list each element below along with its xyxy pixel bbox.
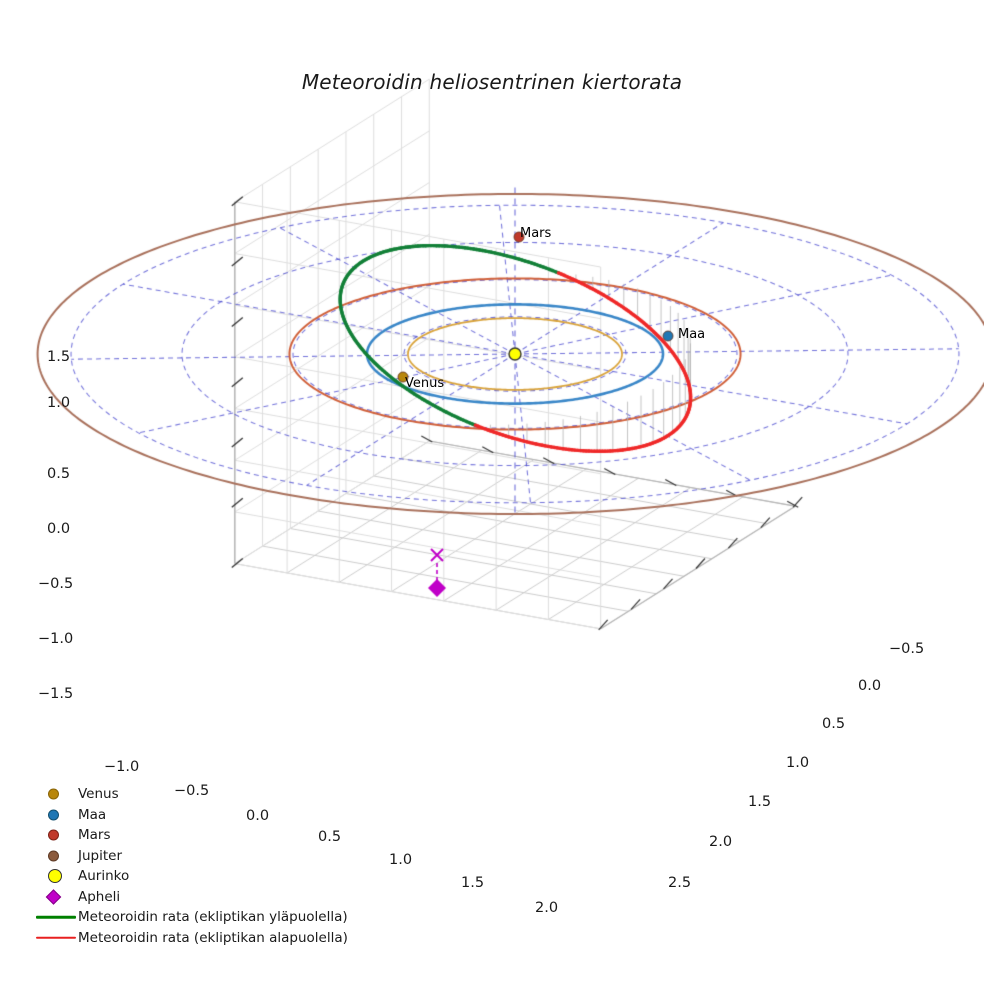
legend-line-swatch xyxy=(36,936,76,940)
z-tick-5: −1.0 xyxy=(38,631,74,647)
legend-marker-key xyxy=(34,846,78,866)
circle-marker-icon xyxy=(48,869,62,884)
legend-item[interactable]: Meteoroidin rata (ekliptikan yläpuolella… xyxy=(34,907,354,928)
body-label-venus: Venus xyxy=(405,376,445,391)
y-tick-2: 0.5 xyxy=(822,716,846,732)
legend-item[interactable]: Meteoroidin rata (ekliptikan alapuolella… xyxy=(34,928,354,949)
x-tick-3: 0.5 xyxy=(318,829,342,845)
circle-marker-icon xyxy=(48,829,59,841)
legend-item-label: Apheli xyxy=(78,888,121,905)
z-tick-0: 1.5 xyxy=(47,349,71,365)
legend-diamond-key xyxy=(34,887,78,907)
circle-marker-icon xyxy=(48,850,59,862)
y-tick-6: 2.5 xyxy=(668,875,692,891)
x-tick-0: −1.0 xyxy=(104,759,140,775)
z-tick-4: −0.5 xyxy=(38,576,74,592)
y-tick-0: −0.5 xyxy=(889,641,925,657)
circle-marker-icon xyxy=(48,809,59,821)
legend-marker-key xyxy=(34,866,78,886)
legend-marker-key xyxy=(34,825,78,845)
x-tick-5: 1.5 xyxy=(461,875,485,891)
legend-item[interactable]: Aurinko xyxy=(34,866,354,887)
y-tick-4: 1.5 xyxy=(748,794,772,810)
legend-line-key xyxy=(34,928,78,948)
page-title: Meteoroidin heliosentrinen kiertorata xyxy=(301,70,683,94)
legend-item-label: Aurinko xyxy=(78,868,130,885)
z-tick-3: 0.0 xyxy=(47,521,71,537)
legend-marker-key xyxy=(34,805,78,825)
legend-item-label: Meteoroidin rata (ekliptikan yläpuolella… xyxy=(78,909,348,926)
x-tick-2: 0.0 xyxy=(246,808,270,824)
legend-marker-key xyxy=(34,784,78,804)
x-tick-1: −0.5 xyxy=(174,783,210,799)
z-tick-6: −1.5 xyxy=(38,686,74,702)
legend-item[interactable]: Maa xyxy=(34,805,354,826)
legend-line-swatch xyxy=(36,915,76,919)
z-tick-2: 0.5 xyxy=(47,466,71,482)
body-label-mars: Mars xyxy=(520,226,552,241)
legend-item-label: Meteoroidin rata (ekliptikan alapuolella… xyxy=(78,929,348,946)
body-label-maa: Maa xyxy=(678,327,706,342)
legend-item-label: Venus xyxy=(78,786,119,803)
y-tick-1: 0.0 xyxy=(858,678,882,694)
legend-item-label: Jupiter xyxy=(78,847,123,864)
circle-marker-icon xyxy=(48,788,59,800)
diamond-icon xyxy=(45,888,62,905)
y-tick-3: 1.0 xyxy=(786,755,810,771)
legend-item-label: Maa xyxy=(78,806,107,823)
legend-item[interactable]: Apheli xyxy=(34,887,354,908)
legend-item-label: Mars xyxy=(78,827,111,844)
x-tick-6: 2.0 xyxy=(535,900,559,916)
y-tick-5: 2.0 xyxy=(709,834,733,850)
legend-line-key xyxy=(34,907,78,927)
legend-item[interactable]: Venus xyxy=(34,784,354,805)
x-tick-4: 1.0 xyxy=(389,852,413,868)
legend-item[interactable]: Mars xyxy=(34,825,354,846)
legend: Venus Maa Mars Jupiter Aurinko Apheli Meteoroi… xyxy=(34,784,354,948)
legend-item[interactable]: Jupiter xyxy=(34,846,354,867)
z-tick-1: 1.0 xyxy=(47,395,71,411)
